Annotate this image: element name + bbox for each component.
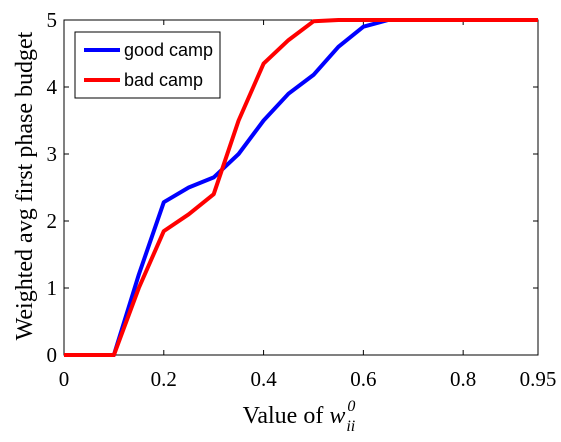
x-axis-label: Value of w 0 ii (243, 398, 356, 435)
x-tick-label: 0.8 (450, 367, 476, 391)
legend-box (74, 31, 221, 99)
x-tick-label: 0.4 (250, 367, 277, 391)
legend: good camp bad camp (74, 31, 221, 99)
x-tick-label: 0.2 (151, 367, 177, 391)
x-tick-label: 0 (59, 367, 70, 391)
y-tick-label: 3 (47, 142, 58, 166)
y-tick-label: 1 (47, 276, 58, 300)
x-axis-label-prefix: Value of (243, 403, 330, 429)
y-tick-label: 4 (47, 75, 58, 99)
legend-label: good camp (124, 40, 213, 60)
x-tick-label: 0.95 (520, 367, 557, 391)
y-tick-label: 0 (47, 343, 58, 367)
series-line-bad-camp (64, 18, 538, 357)
x-axis-label-variable: w (329, 403, 345, 429)
series-line-good-camp (64, 18, 538, 357)
y-tick-label: 5 (47, 8, 58, 32)
legend-label: bad camp (124, 70, 203, 90)
x-axis-label-superscript: 0 (347, 398, 355, 415)
y-axis-label: Weighted avg first phase budget (12, 31, 38, 340)
y-tick-label: 2 (47, 209, 58, 233)
series-lines (64, 18, 538, 357)
x-axis-label-subscript: ii (346, 418, 355, 435)
x-tick-label: 0.6 (350, 367, 376, 391)
